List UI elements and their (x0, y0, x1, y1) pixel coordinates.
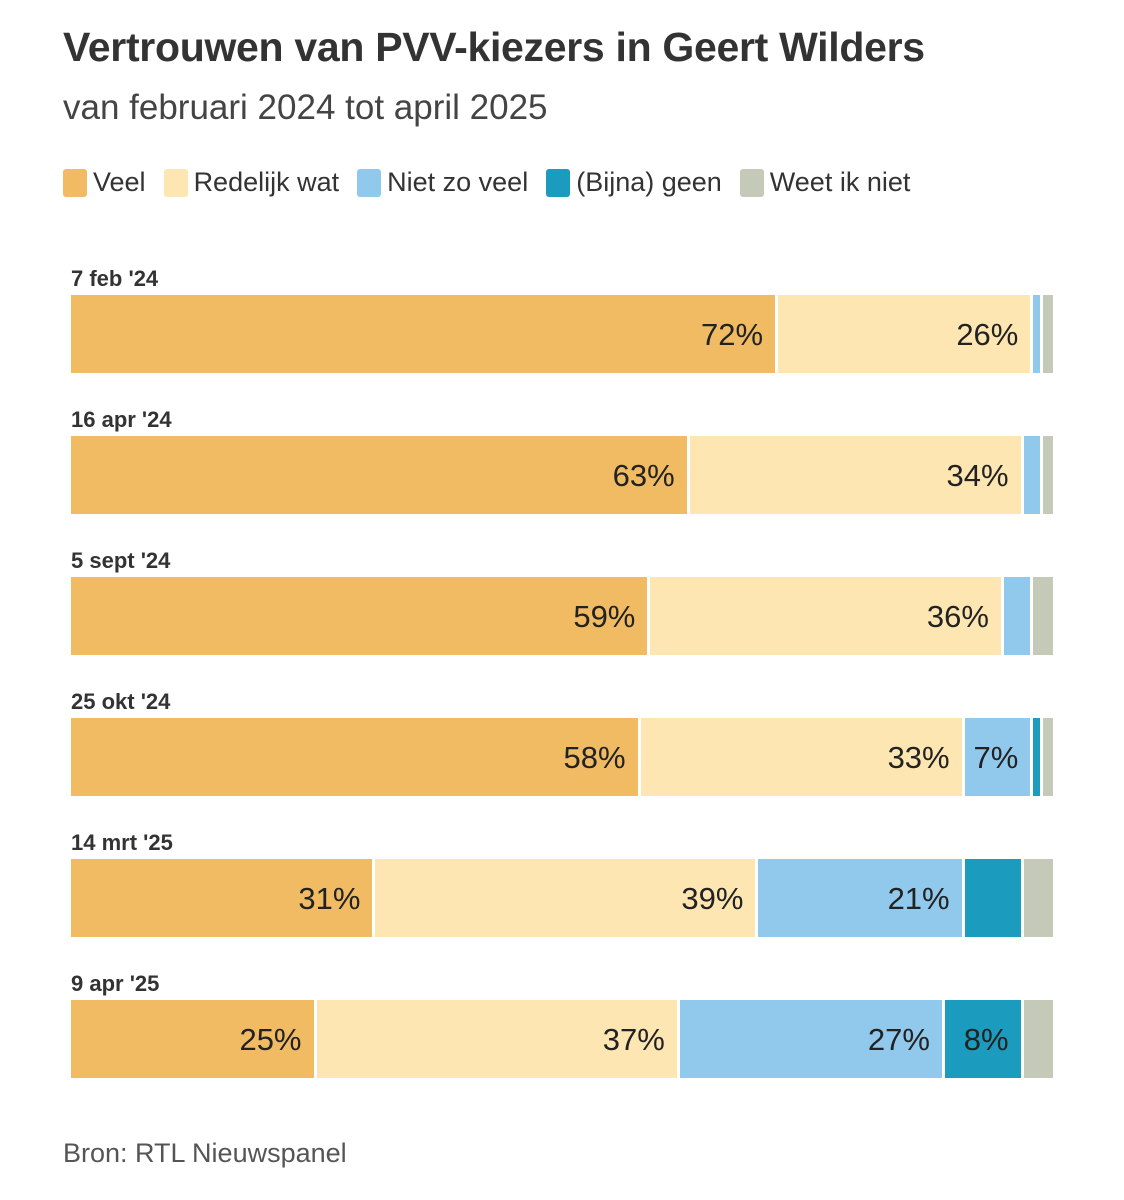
bar-segment (944, 1000, 1024, 1078)
bar-segment (1043, 718, 1053, 796)
data-label: 39% (681, 881, 744, 916)
bar-segment (1003, 577, 1034, 655)
bar-segment (71, 1000, 317, 1078)
legend-item-redelijk-wat: Redelijk wat (163, 167, 340, 198)
legend-swatch (357, 168, 382, 197)
data-label: 58% (563, 740, 626, 775)
row-label: 5 sept '24 (71, 548, 171, 573)
legend-item-veel: Veel (63, 167, 146, 198)
bar-segment (758, 859, 965, 937)
legend-swatch (739, 168, 764, 197)
bar-segment (650, 577, 1004, 655)
row-label: 25 okt '24 (71, 689, 171, 714)
legend-label: Weet ik niet (769, 167, 911, 197)
legend-swatch (163, 168, 188, 197)
bar-segment (71, 295, 779, 373)
data-label: 72% (700, 317, 764, 352)
bar-segment (316, 1000, 680, 1078)
row-label: 9 apr '25 (71, 971, 160, 996)
chart-subtitle: van februari 2024 tot april 2025 (63, 88, 548, 127)
data-label: 37% (602, 1022, 665, 1057)
chart-title: Vertrouwen van PVV-kiezers in Geert Wild… (63, 24, 925, 70)
data-label: 34% (946, 458, 1009, 493)
bar-segment (1043, 436, 1053, 514)
bar-segment (1023, 859, 1053, 937)
legend-label: Veel (93, 167, 146, 197)
data-label: 26% (956, 317, 1019, 352)
data-label: 27% (867, 1022, 930, 1057)
legend-swatch (63, 168, 87, 197)
row-label: 16 apr '24 (71, 407, 172, 432)
bar-segment (640, 718, 965, 796)
bar-segment (778, 295, 1034, 373)
data-label: 31% (298, 881, 361, 916)
bar-segment (1023, 436, 1044, 514)
legend-label: (Bijna) geen (576, 167, 722, 197)
legend-swatch (546, 168, 571, 197)
legend-item-niet-zo-veel: Niet zo veel (357, 167, 528, 198)
row-label: 14 mrt '25 (71, 830, 173, 855)
data-label: 33% (887, 740, 950, 775)
data-label: 59% (573, 599, 636, 634)
data-label: 8% (963, 1022, 1009, 1057)
bar-segment (679, 1000, 945, 1078)
bar-segment (1023, 1000, 1053, 1078)
bar-segment (71, 859, 376, 937)
legend-item-bijna-geen: (Bijna) geen (546, 167, 722, 198)
bar-segment (964, 859, 1024, 937)
bar-segment (1033, 577, 1053, 655)
bar-segment (71, 718, 641, 796)
data-label: 63% (612, 458, 675, 493)
legend-label: Niet zo veel (387, 167, 529, 197)
bar-segment (1033, 718, 1044, 796)
source-note: Bron: RTL Nieuwspanel (63, 1138, 347, 1168)
data-label: 25% (239, 1022, 302, 1057)
data-label: 21% (887, 881, 950, 916)
legend-label: Redelijk wat (193, 167, 340, 197)
bar-segment (71, 577, 651, 655)
bar-segment (375, 859, 759, 937)
bar-segment (71, 436, 690, 514)
bar-segment (1033, 295, 1044, 373)
bar-segment (1043, 295, 1053, 373)
data-label: 7% (973, 740, 1019, 775)
bar-segment (964, 718, 1034, 796)
row-label: 7 feb '24 (71, 266, 159, 291)
data-label: 36% (926, 599, 989, 634)
bar-segment (689, 436, 1024, 514)
legend: Veel Redelijk wat Niet zo veel (Bijna) g… (63, 167, 928, 198)
legend-item-weet-ik-niet: Weet ik niet (739, 167, 911, 198)
